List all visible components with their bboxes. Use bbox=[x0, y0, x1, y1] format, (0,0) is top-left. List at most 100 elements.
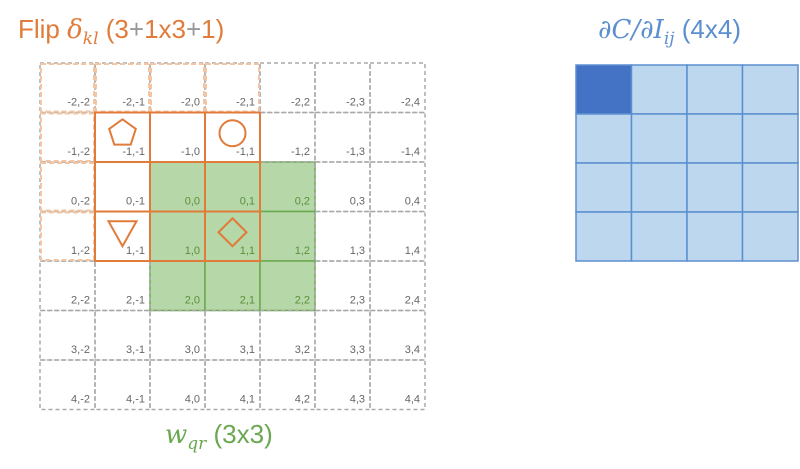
weight-size: (3x3) bbox=[206, 419, 273, 449]
output-cell bbox=[686, 211, 744, 262]
delta-subscript: kl bbox=[82, 29, 99, 50]
cell-label: -2,4 bbox=[401, 97, 420, 109]
cell-label: -1,2 bbox=[291, 146, 310, 158]
cell-label: 4,0 bbox=[185, 394, 200, 406]
cell-label: 0,-2 bbox=[71, 196, 90, 208]
cell-label: 4,3 bbox=[350, 394, 365, 406]
cell-label: 3,4 bbox=[405, 344, 420, 356]
weight-symbol-char: w bbox=[165, 420, 188, 450]
cell-labels-layer: -2,-2 -2,-1 -2,0 -2,1 -2,2 -2,3 -2,4 -1,-2 -1,-1… bbox=[67, 97, 420, 406]
cell-label: 4,-1 bbox=[126, 394, 145, 406]
grid-cell bbox=[369, 210, 426, 262]
padding-cell bbox=[95, 63, 150, 113]
weight-title: wqr (3x3) bbox=[165, 419, 273, 454]
grid-cell bbox=[369, 309, 426, 361]
cell-label: 0,1 bbox=[240, 196, 255, 208]
grid-cell bbox=[369, 161, 426, 213]
kernel-cell bbox=[204, 260, 261, 312]
cell-label: -1,0 bbox=[181, 146, 200, 158]
cell-label: 4,2 bbox=[295, 394, 310, 406]
output-cell bbox=[630, 113, 688, 164]
plus-sign-2: + bbox=[185, 14, 202, 44]
output-cell bbox=[575, 162, 633, 213]
cell-label: -1,1 bbox=[236, 146, 255, 158]
cell-label: -2,3 bbox=[346, 97, 365, 109]
cell-label: 0,3 bbox=[350, 196, 365, 208]
cell-label: 1,3 bbox=[350, 245, 365, 257]
flipped-delta-title: Flip δkl (3+1x3+1) bbox=[18, 14, 224, 49]
size-close: 1) bbox=[201, 14, 225, 44]
cell-label: -2,1 bbox=[236, 97, 255, 109]
weight-symbol: wqr bbox=[165, 420, 206, 454]
cell-label: 3,2 bbox=[295, 344, 310, 356]
weight-subscript: qr bbox=[187, 434, 207, 455]
cell-label: 4,1 bbox=[240, 394, 255, 406]
cell-label: 1,4 bbox=[405, 245, 420, 257]
output-cell bbox=[630, 64, 688, 115]
kernel-highlight-layer bbox=[149, 161, 316, 312]
output-cell bbox=[741, 211, 799, 262]
cell-label: 2,-1 bbox=[126, 295, 145, 307]
kernel-cell bbox=[149, 161, 206, 213]
gradient-title: ∂C/∂Iij (4x4) bbox=[598, 14, 741, 49]
cell-label: 0,-1 bbox=[126, 196, 145, 208]
output-cell bbox=[686, 113, 744, 164]
triangle-icon bbox=[106, 220, 139, 249]
cell-label: 0,4 bbox=[405, 196, 420, 208]
plus-sign-1: + bbox=[128, 14, 145, 44]
padding-cell bbox=[205, 63, 260, 113]
cell-label: 3,3 bbox=[350, 344, 365, 356]
flipped-window-layer bbox=[94, 111, 261, 262]
cell-label: -1,-1 bbox=[122, 146, 145, 158]
cell-label: -1,3 bbox=[346, 146, 365, 158]
cell-label: 3,-1 bbox=[126, 344, 145, 356]
output-gradient-grid bbox=[575, 64, 799, 262]
cell-label: 4,4 bbox=[405, 394, 420, 406]
flipped-window-cell bbox=[204, 210, 261, 262]
shape-markers-layer bbox=[106, 118, 248, 249]
cell-label: -2,-1 bbox=[122, 97, 145, 109]
flip-prefix: Flip bbox=[18, 14, 68, 44]
cell-label: -1,-2 bbox=[67, 146, 90, 158]
grid-cell bbox=[369, 359, 426, 411]
cell-label: 3,0 bbox=[185, 344, 200, 356]
cell-label: 1,2 bbox=[295, 245, 310, 257]
gradient-symbol: ∂C/∂Iij bbox=[598, 15, 675, 49]
cell-label: 2,2 bbox=[295, 295, 310, 307]
cell-label: -2,-2 bbox=[67, 97, 90, 109]
cell-label: 2,1 bbox=[240, 295, 255, 307]
cell-label: -1,4 bbox=[401, 146, 420, 158]
cell-label: -2,0 bbox=[181, 97, 200, 109]
kernel-cell bbox=[259, 260, 316, 312]
cell-label: 1,-1 bbox=[126, 245, 145, 257]
cell-label: 0,2 bbox=[295, 196, 310, 208]
cell-label: 2,4 bbox=[405, 295, 420, 307]
grid-cell bbox=[369, 260, 426, 312]
output-cell bbox=[686, 162, 744, 213]
padding-cell bbox=[40, 63, 95, 113]
pentagon-icon bbox=[108, 118, 137, 146]
cell-label: 0,0 bbox=[185, 196, 200, 208]
cell-label: 3,-2 bbox=[71, 344, 90, 356]
output-cell bbox=[575, 211, 633, 262]
cell-label: 1,0 bbox=[185, 245, 200, 257]
output-cell bbox=[741, 64, 799, 115]
output-cell-highlighted bbox=[575, 64, 633, 115]
circle-icon bbox=[218, 119, 247, 148]
output-cell bbox=[630, 211, 688, 262]
output-cell bbox=[741, 113, 799, 164]
grid-cell bbox=[369, 111, 426, 163]
grid-cell bbox=[369, 62, 426, 114]
grid-cell bbox=[94, 260, 151, 312]
output-cell bbox=[741, 162, 799, 213]
output-cell bbox=[575, 113, 633, 164]
flipped-window-padding-layer bbox=[40, 63, 260, 261]
output-cell bbox=[686, 64, 744, 115]
gradient-size: (4x4) bbox=[674, 14, 741, 44]
cell-label: 2,3 bbox=[350, 295, 365, 307]
delta-symbol-char: δ bbox=[67, 15, 83, 45]
cell-label: 2,-2 bbox=[71, 295, 90, 307]
cell-label: -2,2 bbox=[291, 97, 310, 109]
gradient-subscript: ij bbox=[663, 29, 675, 50]
